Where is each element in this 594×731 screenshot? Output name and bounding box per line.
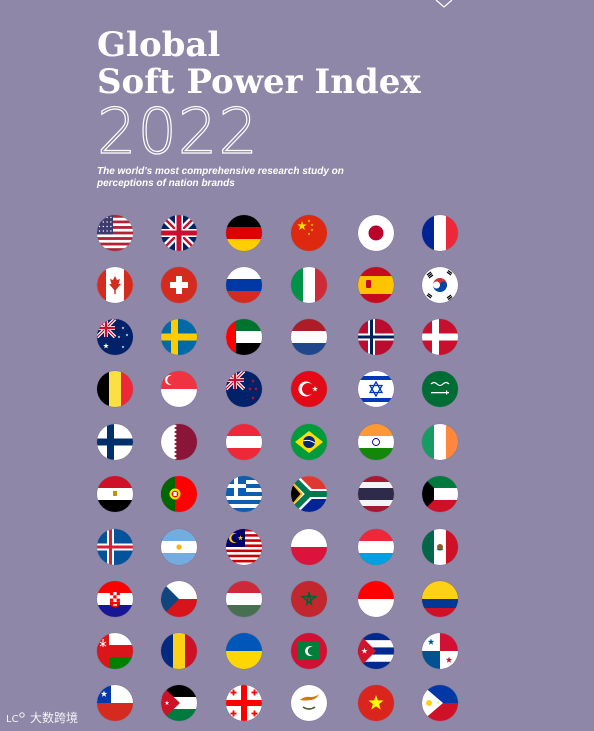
romania-flag-icon bbox=[161, 633, 197, 669]
spain-flag-icon bbox=[358, 267, 394, 303]
uae-flag-icon bbox=[226, 319, 262, 355]
italy-flag-icon bbox=[291, 267, 327, 303]
poland-flag-icon bbox=[291, 529, 327, 565]
croatia-flag-icon bbox=[97, 581, 133, 617]
turkey-flag-icon bbox=[291, 371, 327, 407]
south-africa-flag-icon bbox=[291, 476, 327, 512]
iceland-flag-icon bbox=[97, 529, 133, 565]
sweden-flag-icon bbox=[161, 319, 197, 355]
tagline: The world's most comprehensive research … bbox=[97, 166, 344, 189]
morocco-flag-icon bbox=[291, 581, 327, 617]
canada-flag-icon bbox=[97, 267, 133, 303]
greece-flag-icon bbox=[226, 476, 262, 512]
russia-flag-icon bbox=[226, 267, 262, 303]
china-flag-icon bbox=[291, 215, 327, 251]
oman-flag-icon bbox=[97, 633, 133, 669]
watermark: LC 大数跨境 bbox=[6, 709, 78, 726]
germany-flag-icon bbox=[226, 215, 262, 251]
watermark-text: 大数跨境 bbox=[30, 711, 79, 725]
israel-flag-icon bbox=[358, 371, 394, 407]
south-korea-flag-icon bbox=[422, 267, 458, 303]
georgia-flag-icon bbox=[226, 685, 262, 721]
jordan-flag-icon bbox=[161, 685, 197, 721]
title-line-global: Global bbox=[97, 25, 221, 65]
switzerland-flag-icon bbox=[161, 267, 197, 303]
belgium-flag-icon bbox=[97, 371, 133, 407]
norway-flag-icon bbox=[358, 319, 394, 355]
chile-flag-icon bbox=[97, 685, 133, 721]
egypt-flag-icon bbox=[97, 476, 133, 512]
year-text: 2022 bbox=[96, 95, 259, 168]
report-year: 2022 bbox=[96, 99, 259, 164]
hungary-flag-icon bbox=[226, 581, 262, 617]
colombia-flag-icon bbox=[422, 581, 458, 617]
united-kingdom-flag-icon bbox=[161, 215, 197, 251]
watermark-logo-icon: LC bbox=[6, 711, 26, 725]
ireland-flag-icon bbox=[422, 424, 458, 460]
france-flag-icon bbox=[422, 215, 458, 251]
austria-flag-icon bbox=[226, 424, 262, 460]
corner-emblem-icon bbox=[435, 0, 453, 8]
india-flag-icon bbox=[358, 424, 394, 460]
czech-republic-flag-icon bbox=[161, 581, 197, 617]
australia-flag-icon bbox=[97, 319, 133, 355]
brazil-flag-icon bbox=[291, 424, 327, 460]
indonesia-flag-icon bbox=[358, 581, 394, 617]
netherlands-flag-icon bbox=[291, 319, 327, 355]
portugal-flag-icon bbox=[161, 476, 197, 512]
denmark-flag-icon bbox=[422, 319, 458, 355]
title-line-soft-power-index: Soft Power Index bbox=[97, 62, 421, 102]
singapore-flag-icon bbox=[161, 371, 197, 407]
argentina-flag-icon bbox=[161, 529, 197, 565]
panama-flag-icon bbox=[422, 633, 458, 669]
saudi-arabia-flag-icon bbox=[422, 371, 458, 407]
finland-flag-icon bbox=[97, 424, 133, 460]
malaysia-flag-icon bbox=[226, 529, 262, 565]
cyprus-flag-icon bbox=[291, 685, 327, 721]
maldives-flag-icon bbox=[291, 633, 327, 669]
united-states-flag-icon bbox=[97, 215, 133, 251]
new-zealand-flag-icon bbox=[226, 371, 262, 407]
kuwait-flag-icon bbox=[422, 476, 458, 512]
thailand-flag-icon bbox=[358, 476, 394, 512]
japan-flag-icon bbox=[358, 215, 394, 251]
vietnam-flag-icon bbox=[358, 685, 394, 721]
philippines-flag-icon bbox=[422, 685, 458, 721]
luxembourg-flag-icon bbox=[358, 529, 394, 565]
mexico-flag-icon bbox=[422, 529, 458, 565]
ukraine-flag-icon bbox=[226, 633, 262, 669]
cuba-flag-icon bbox=[358, 633, 394, 669]
svg-text:LC: LC bbox=[6, 714, 19, 725]
qatar-flag-icon bbox=[161, 424, 197, 460]
